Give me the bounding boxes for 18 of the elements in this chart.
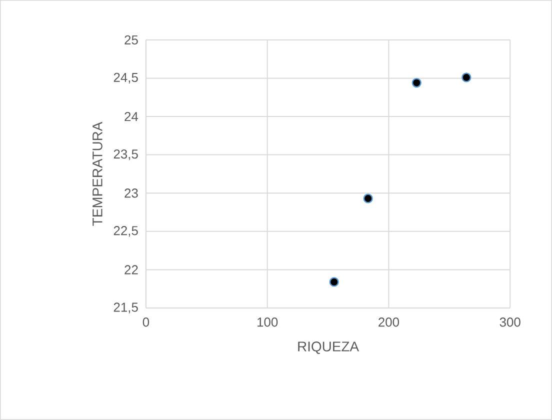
y-tick-label: 21,5 [114,302,138,314]
x-tick-label: 300 [500,318,520,327]
y-tick-label: 23 [124,188,138,198]
point [412,78,422,88]
x-axis-title: RIQUEZA [298,342,360,354]
point [363,194,373,204]
y-axis-title: TEMPERATURA [92,122,102,226]
y-tick-label: 23,5 [114,149,138,160]
x-tick-label: 0 [142,318,150,327]
y-tick-label: 22 [124,265,138,274]
y-tick-label: 25 [124,35,138,45]
point [462,72,472,82]
y-tick-label: 22,5 [114,226,138,237]
x-tick-label: 200 [378,318,400,327]
x-tick-label: 100 [258,318,278,327]
y-tick-label: 24,5 [114,72,138,84]
y-tick-label: 24 [124,112,138,122]
point [329,277,339,287]
